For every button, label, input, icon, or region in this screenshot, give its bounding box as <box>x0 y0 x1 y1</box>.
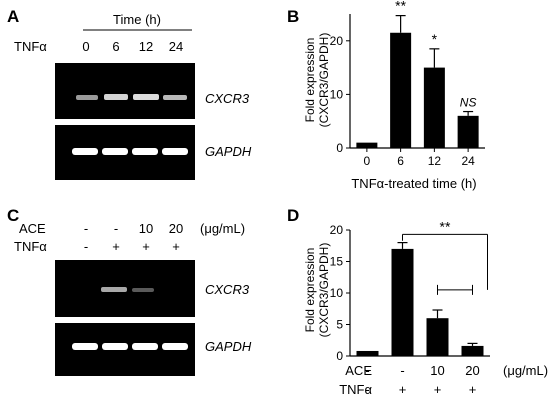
gene-label-gapdh-c: GAPDH <box>205 339 252 354</box>
x-tick-label: 6 <box>397 154 404 168</box>
tnf-value: + <box>469 382 477 397</box>
gel-band <box>163 95 187 100</box>
panel-b-letter: B <box>287 7 299 26</box>
gel-band <box>162 148 188 155</box>
gel-band <box>102 148 128 155</box>
bar <box>356 142 378 148</box>
y-tick-label: 0 <box>336 349 343 363</box>
ace-value: 20 <box>465 363 479 378</box>
significance-marker: * <box>432 31 438 47</box>
significance-marker: ** <box>395 0 406 14</box>
significance-marker: NS <box>460 96 477 110</box>
bar <box>461 345 484 356</box>
gel-band <box>162 343 188 350</box>
y-tick-label: 10 <box>330 87 344 101</box>
gel-band <box>76 95 98 100</box>
gel-band <box>132 288 154 292</box>
x-axis-label-b: TNFα-treated time (h) <box>351 176 476 191</box>
ace-value: 10 <box>139 221 153 236</box>
gel-band <box>102 343 128 350</box>
chart-d: 0 5 10 15 20 ** <box>330 218 490 363</box>
tnf-label-a: TNFα <box>14 39 47 54</box>
bar <box>426 318 449 356</box>
bar <box>423 67 445 148</box>
y-axis-label-d-1: Fold expression <box>303 248 317 333</box>
ace-value: 20 <box>169 221 183 236</box>
gel-band <box>104 94 128 100</box>
time-header: Time (h) <box>113 12 161 27</box>
y-tick-label: 20 <box>330 223 344 237</box>
bar <box>390 32 412 149</box>
unit-label-d: (μg/mL) <box>503 363 548 378</box>
chart-b: 0 10 20 0 6 ** 12 * 24 NS <box>330 0 485 168</box>
bracket-significance: ** <box>440 218 451 234</box>
gene-label-gapdh-a: GAPDH <box>205 144 252 159</box>
tnf-value: + <box>399 382 407 397</box>
lane-label: 0 <box>82 39 89 54</box>
unit-label-c: (μg/mL) <box>200 221 245 236</box>
y-tick-label: 15 <box>330 255 344 269</box>
ace-value: 10 <box>430 363 444 378</box>
chart-d-condition-labels: - - - +10 +20 + <box>365 363 479 397</box>
y-axis-label-b-2: (CXCR3/GAPDH) <box>317 33 331 128</box>
gel-band <box>101 287 127 292</box>
bar <box>391 248 414 356</box>
tnf-value: - <box>84 239 88 254</box>
panel-c-letter: C <box>7 206 19 225</box>
lane-label: 24 <box>169 39 183 54</box>
tnf-label-d: TNFα <box>339 382 372 397</box>
y-tick-label: 5 <box>336 318 343 332</box>
gel-band <box>132 343 158 350</box>
gel-band <box>72 148 98 155</box>
y-tick-label: 0 <box>336 141 343 155</box>
ace-value: - <box>114 221 118 236</box>
tnf-value: + <box>142 239 150 254</box>
y-tick-label: 20 <box>330 34 344 48</box>
lane-label: 12 <box>139 39 153 54</box>
gel-band <box>72 343 98 350</box>
bar <box>356 350 379 356</box>
tnf-value: + <box>112 239 120 254</box>
y-axis-label-d-2: (CXCR3/GAPDH) <box>317 243 331 338</box>
gel-band <box>133 94 159 100</box>
gel-band <box>132 148 158 155</box>
gene-label-cxcr3-a: CXCR3 <box>205 91 250 106</box>
x-tick-label: 0 <box>364 154 371 168</box>
panel-a-letter: A <box>7 7 19 26</box>
gene-label-cxcr3-c: CXCR3 <box>205 282 250 297</box>
y-tick-label: 10 <box>330 286 344 300</box>
tnf-label-c: TNFα <box>14 239 47 254</box>
tnf-value: + <box>172 239 180 254</box>
ace-label-c: ACE <box>19 221 46 236</box>
bar <box>457 115 479 148</box>
x-tick-label: 24 <box>461 154 475 168</box>
y-axis-label-b-1: Fold expression <box>303 38 317 123</box>
ace-value: - <box>400 363 404 378</box>
x-tick-label: 12 <box>428 154 442 168</box>
lane-label: 6 <box>112 39 119 54</box>
panel-d-letter: D <box>287 206 299 225</box>
ace-label-d: ACE <box>345 363 372 378</box>
ace-value: - <box>365 363 369 378</box>
gel-cxcr3-a <box>55 63 195 119</box>
ace-value: - <box>84 221 88 236</box>
tnf-value: + <box>434 382 442 397</box>
tnf-value: - <box>365 382 369 397</box>
